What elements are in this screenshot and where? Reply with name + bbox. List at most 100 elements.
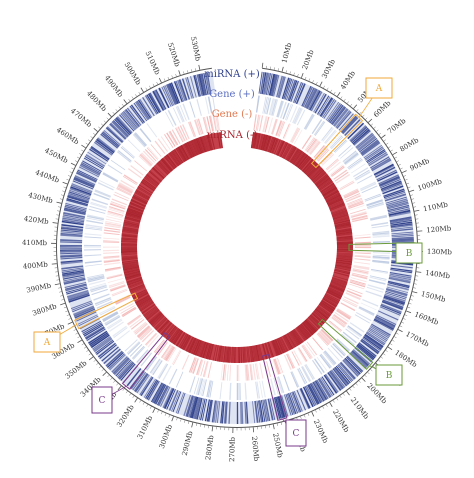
tick-mark <box>103 372 107 375</box>
tick-mark <box>397 161 399 162</box>
tick-label: 280Mb <box>204 434 215 460</box>
tick-mark <box>354 105 357 109</box>
tick-mark <box>405 315 407 316</box>
tick-label: 510Mb <box>144 50 162 77</box>
tracks-layer <box>60 72 414 424</box>
tick-mark <box>122 104 124 106</box>
tick-label: 60Mb <box>372 99 393 119</box>
tick-mark <box>139 92 140 94</box>
tick-mark <box>94 360 96 362</box>
tick-mark <box>61 299 63 300</box>
tick-mark <box>99 366 101 368</box>
tick-mark <box>146 88 147 90</box>
tick-mark <box>305 77 306 79</box>
tick-mark <box>313 80 314 82</box>
tick-mark <box>67 315 69 316</box>
tick-label: 390Mb <box>26 282 53 295</box>
tick-mark <box>304 415 305 417</box>
tick-mark <box>357 109 359 111</box>
tick-mark <box>396 333 398 334</box>
track-gene-minus <box>103 114 371 381</box>
tick-mark <box>187 70 188 72</box>
tick-mark <box>360 112 362 114</box>
tick-mark <box>53 223 58 224</box>
tick-mark <box>363 115 365 117</box>
tick-mark <box>116 109 118 111</box>
tick-mark <box>330 402 333 406</box>
tick-mark <box>164 79 165 81</box>
tick-mark <box>390 344 392 345</box>
tick-label: 270Mb <box>228 436 237 462</box>
stripe <box>84 246 101 247</box>
tick-mark <box>391 150 393 151</box>
tick-mark <box>312 412 314 417</box>
tick-mark <box>147 404 148 406</box>
tick-mark <box>333 400 334 402</box>
tick-mark <box>108 113 111 117</box>
tick-mark <box>86 350 88 351</box>
tick-mark <box>74 329 76 330</box>
tick-mark <box>379 133 381 135</box>
tick-mark <box>176 418 177 420</box>
tick-mark <box>301 73 303 78</box>
tick-mark <box>368 372 370 374</box>
tick-mark <box>350 104 352 106</box>
region-label: B <box>406 249 413 259</box>
tick-label: 400Mb <box>23 260 49 270</box>
tick-mark <box>412 199 414 200</box>
tick-mark <box>107 118 109 120</box>
tick-mark <box>68 322 73 324</box>
tick-mark <box>191 69 192 71</box>
tick-mark <box>58 288 60 289</box>
tick-mark <box>153 84 154 86</box>
tick-label: 430Mb <box>27 191 54 205</box>
tick-mark <box>165 413 166 415</box>
tick-label: 150Mb <box>420 290 447 304</box>
tick-mark <box>315 410 316 412</box>
tick-mark <box>381 135 385 138</box>
tick-mark <box>68 175 70 176</box>
tick-mark <box>64 187 66 188</box>
track-label-mirna-plus: miRNA (+) <box>204 69 260 80</box>
tick-mark <box>359 381 361 383</box>
tick-mark <box>402 171 407 173</box>
stripe <box>237 383 238 400</box>
tick-mark <box>290 72 291 74</box>
tick-mark <box>188 421 189 423</box>
tick-label: 440Mb <box>34 168 61 184</box>
tick-mark <box>110 378 112 380</box>
tick-mark <box>404 175 406 176</box>
tick-label: 310Mb <box>136 414 155 440</box>
tick-mark <box>59 292 61 293</box>
tick-mark <box>383 354 385 355</box>
tick-mark <box>300 416 301 418</box>
tick-mark <box>78 337 80 338</box>
tick-mark <box>368 119 372 122</box>
tick-mark <box>123 389 125 391</box>
stripe <box>355 246 371 247</box>
tick-mark <box>319 408 320 410</box>
tick-label: 350Mb <box>64 359 89 381</box>
tick-mark <box>107 375 109 377</box>
tick-mark <box>150 406 151 408</box>
tick-mark <box>64 307 66 308</box>
tick-mark <box>320 82 322 86</box>
tick-mark <box>362 378 365 382</box>
tick-label: 20Mb <box>301 48 316 71</box>
tick-label: 260Mb <box>250 436 260 462</box>
tick-mark <box>168 77 169 79</box>
tick-mark <box>84 347 86 348</box>
tick-mark <box>378 360 380 362</box>
tick-mark <box>331 90 332 92</box>
tick-mark <box>316 82 317 84</box>
tick-mark <box>91 136 93 138</box>
tick-mark <box>414 210 419 211</box>
tick-mark <box>376 130 378 132</box>
tick-mark <box>350 389 352 391</box>
tick-mark <box>386 143 388 144</box>
tick-mark <box>113 381 115 383</box>
stripe <box>237 402 238 424</box>
tick-mark <box>96 363 98 365</box>
tick-label: 140Mb <box>425 269 451 280</box>
tick-mark <box>341 97 342 99</box>
